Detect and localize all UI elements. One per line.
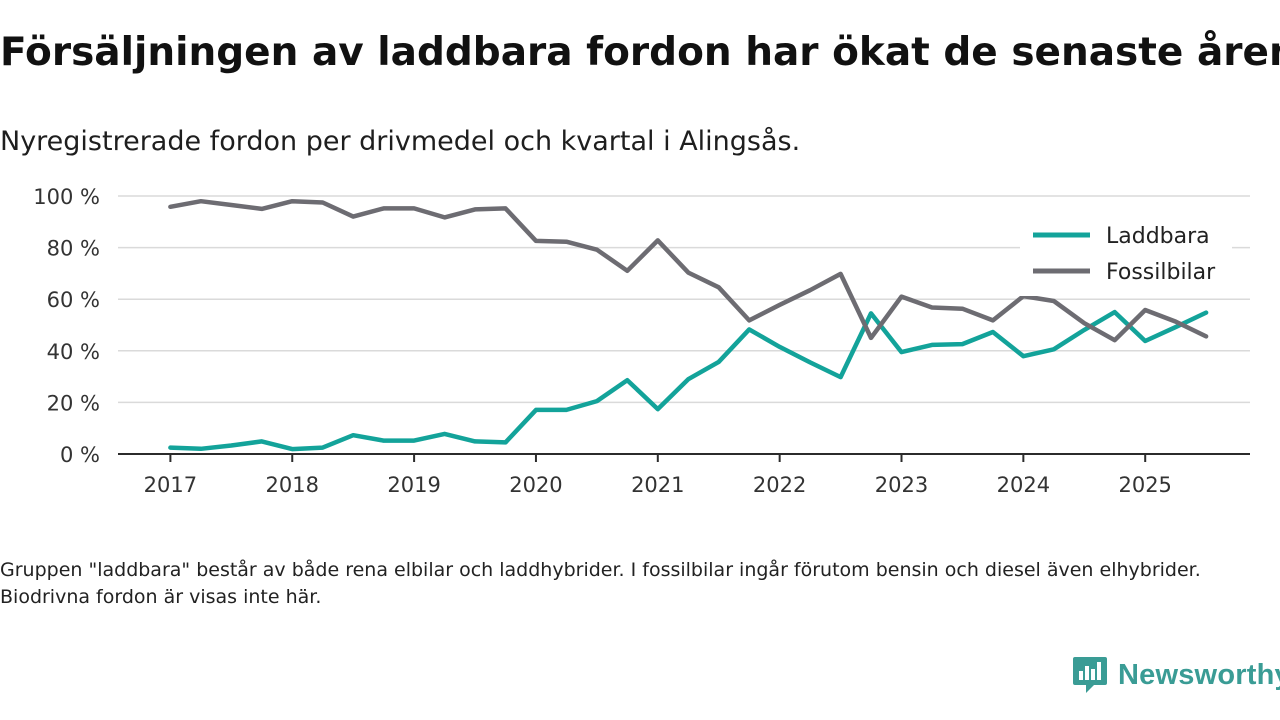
x-tick-label: 2022 [753, 473, 806, 497]
x-tick-label: 2017 [144, 473, 197, 497]
y-tick-label: 100 % [33, 185, 100, 209]
axes: 0 % 20 % 40 % 60 % 80 % 100 % 2017 2018 2019 2020… [33, 185, 1250, 497]
x-tick-label: 2018 [266, 473, 319, 497]
x-tick-label: 2023 [875, 473, 928, 497]
y-tick-label: 0 % [60, 443, 100, 467]
logo-badge [1073, 657, 1107, 693]
legend-background [1020, 218, 1232, 296]
y-tick-label: 60 % [47, 288, 100, 312]
line-chart: 0 % 20 % 40 % 60 % 80 % 100 % 2017 2018 2019 2020… [33, 185, 1250, 497]
legend-label-fossilbilar: Fossilbilar [1106, 260, 1216, 285]
logo-bar-2 [1085, 666, 1089, 680]
x-tick-label: 2024 [997, 473, 1050, 497]
page-title: Försäljningen av laddbara fordon har öka… [0, 30, 1280, 75]
logo-bar-4 [1097, 662, 1101, 680]
brand-logo: Newsworthy [1072, 655, 1280, 695]
legend-label-laddbara: Laddbara [1106, 224, 1210, 249]
brand-name: Newsworthy [1118, 658, 1280, 691]
logo-bar-3 [1091, 669, 1095, 680]
series-line-laddbara [168, 309, 1209, 452]
chart-subtitle: Nyregistrerade fordon per drivmedel och … [0, 126, 801, 157]
x-tick-label: 2020 [509, 473, 562, 497]
x-tick-label: 2021 [631, 473, 684, 497]
series-lines [168, 198, 1209, 452]
y-tick-label: 20 % [47, 391, 100, 415]
series-line-fossilbilar [168, 198, 1209, 343]
newsworthy-logo-icon [1073, 657, 1107, 693]
legend: Laddbara Fossilbilar [1020, 218, 1232, 296]
y-tick-label: 80 % [47, 237, 100, 261]
x-tick-label: 2019 [387, 473, 440, 497]
footnote: Gruppen "laddbara" består av både rena e… [0, 559, 1201, 608]
logo-bar-1 [1079, 671, 1083, 680]
y-tick-label: 40 % [47, 340, 100, 364]
x-tick-label: 2025 [1118, 473, 1171, 497]
